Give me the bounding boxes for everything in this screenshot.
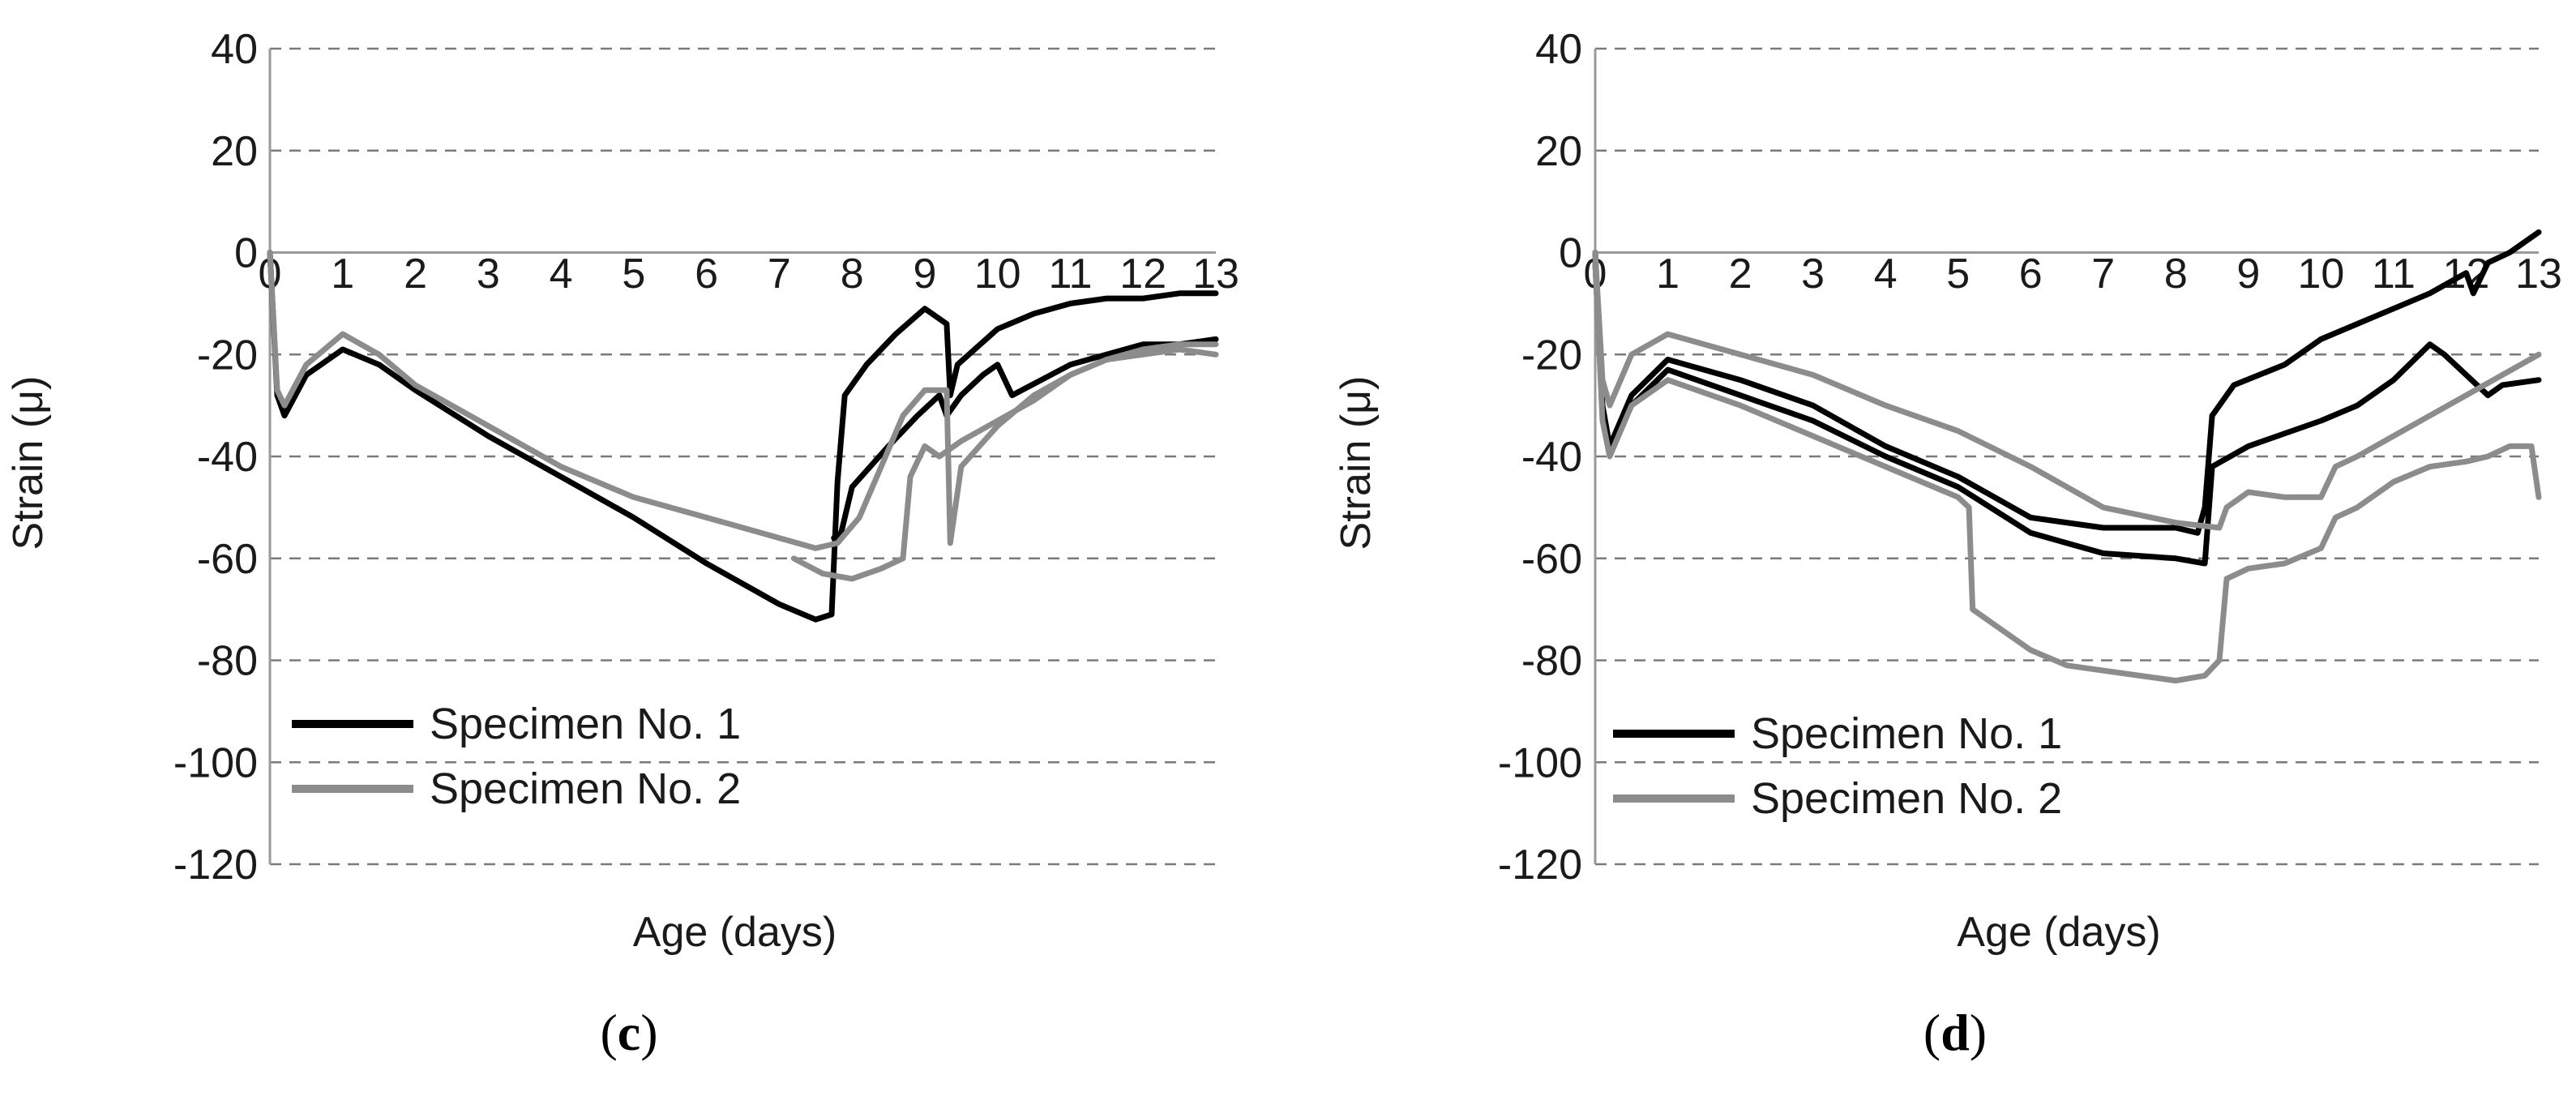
- x-tick-label: 6: [695, 251, 718, 298]
- x-tick-label: 6: [2019, 251, 2043, 298]
- x-tick-label: 11: [1048, 251, 1092, 298]
- x-axis-title: Age (days): [633, 909, 837, 956]
- x-tick-label: 13: [2515, 251, 2562, 298]
- series-line-specimen-1: [831, 336, 1219, 542]
- series-line-specimen-2: [1592, 250, 2542, 531]
- x-tick-label: 7: [768, 251, 791, 298]
- y-tick-label: 40: [1535, 26, 1582, 73]
- y-axis-title: Strain (μ): [1333, 376, 1380, 550]
- y-tick-label: -60: [1521, 536, 1582, 583]
- y-tick-label: -80: [1521, 638, 1582, 685]
- y-tick-label: -20: [197, 332, 258, 379]
- y-tick-label: -120: [1498, 842, 1582, 889]
- x-tick-label: 12: [1119, 251, 1166, 298]
- y-tick-label: -100: [173, 739, 258, 786]
- y-tick-label: -100: [1498, 739, 1582, 786]
- series-line-specimen-1: [1592, 229, 2542, 536]
- legend-label: Specimen No. 1: [430, 700, 741, 748]
- x-tick-label: 11: [2372, 251, 2416, 298]
- y-tick-label: 20: [211, 128, 258, 175]
- y-tick-label: 0: [234, 230, 258, 277]
- y-tick-label: 0: [1559, 230, 1582, 277]
- legend: Specimen No. 1 Specimen No. 2: [292, 700, 741, 813]
- x-tick-label: 10: [2297, 251, 2344, 298]
- y-tick-label: -40: [197, 434, 258, 481]
- panel-label: (d): [1923, 1004, 1987, 1061]
- x-tick-label: 9: [2236, 251, 2260, 298]
- x-tick-label: 1: [1656, 251, 1680, 298]
- y-tick-label: 20: [1535, 128, 1582, 175]
- x-tick-label: 2: [404, 251, 427, 298]
- series-line-specimen-2: [1592, 259, 2542, 684]
- y-tick-label: 40: [211, 26, 258, 73]
- x-tick-label: 3: [477, 251, 500, 298]
- x-tick-label: 8: [2164, 251, 2188, 298]
- x-tick-label: 5: [622, 251, 645, 298]
- y-axis-title: Strain (μ): [5, 376, 52, 550]
- x-tick-label: 7: [2091, 251, 2115, 298]
- x-tick-label: 4: [550, 251, 573, 298]
- series-line-specimen-1: [1592, 259, 2542, 567]
- panel-label: (c): [600, 1004, 657, 1061]
- y-tick-label: -80: [197, 638, 258, 685]
- y-tick-label: -60: [197, 536, 258, 583]
- legend: Specimen No. 1 Specimen No. 2: [1613, 709, 2062, 823]
- series-line-specimen-1: [267, 250, 1219, 623]
- y-tick-label: -40: [1521, 434, 1582, 481]
- y-tick-label: -120: [173, 842, 258, 889]
- series-line-specimen-2: [790, 346, 1219, 582]
- x-tick-label: 1: [331, 251, 354, 298]
- legend-label: Specimen No. 2: [1751, 774, 2062, 823]
- x-tick-label: 4: [1874, 251, 1898, 298]
- x-tick-label: 9: [913, 251, 936, 298]
- x-axis-title: Age (days): [1957, 909, 2160, 956]
- x-tick-label: 3: [1801, 251, 1825, 298]
- x-tick-label: 5: [1946, 251, 1970, 298]
- legend-label: Specimen No. 1: [1751, 709, 2062, 758]
- x-tick-label: 2: [1729, 251, 1752, 298]
- y-tick-label: -20: [1521, 332, 1582, 379]
- legend-label: Specimen No. 2: [430, 765, 741, 813]
- x-tick-label: 10: [974, 251, 1021, 298]
- x-tick-label: 13: [1192, 251, 1239, 298]
- x-tick-label: 8: [841, 251, 864, 298]
